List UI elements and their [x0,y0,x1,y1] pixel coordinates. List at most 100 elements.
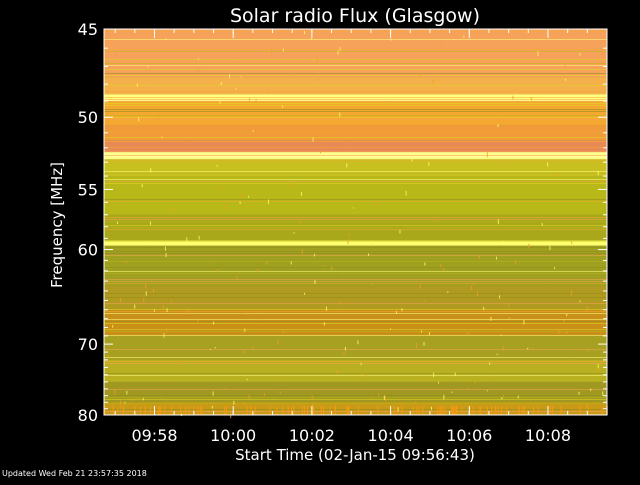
flux-speckle [197,319,199,323]
flux-streak [180,406,182,415]
flux-striation [104,311,607,312]
flux-speckle [397,407,399,412]
flux-speckle [359,161,361,163]
flux-speckle [216,165,218,167]
flux-speckle [310,37,312,40]
flux-streak [313,406,315,415]
flux-speckle [383,395,385,400]
flux-speckle [483,306,485,311]
flux-striation [104,361,607,362]
flux-streak [537,406,539,415]
flux-speckle [500,334,502,336]
flux-speckle [378,393,380,397]
flux-striation [104,117,607,118]
flux-streak [134,406,136,415]
flux-speckle [314,253,316,257]
plot-frame [103,28,608,416]
flux-speckle [384,396,386,402]
flux-speckle [591,180,593,183]
flux-band [104,335,607,360]
flux-speckle [570,290,572,296]
flux-speckle [597,170,599,176]
flux-speckle [163,333,165,338]
flux-speckle [263,319,265,321]
flux-speckle [186,237,188,242]
flux-speckle [486,152,488,158]
flux-speckle [219,99,221,104]
flux-striation [104,409,607,410]
flux-striation [104,115,607,116]
flux-speckle [267,199,269,205]
flux-striation [104,403,607,404]
flux-speckle [122,152,124,158]
flux-speckle [405,190,407,196]
flux-speckle [497,219,499,225]
flux-streak [451,406,453,415]
y-tick-label: 80 [78,406,98,425]
flux-streak [250,406,252,415]
flux-striation [104,323,607,324]
flux-streak [171,406,173,415]
flux-speckle [549,282,551,284]
flux-streak [456,406,458,415]
flux-speckle [126,390,128,395]
flux-speckle [555,173,557,177]
flux-streak [104,406,106,415]
flux-speckle [236,275,238,279]
flux-speckle [415,401,417,404]
flux-texture [104,31,607,412]
flux-striation [104,181,607,182]
flux-speckle [467,387,469,389]
flux-streak [422,406,424,415]
flux-speckle [428,162,430,166]
flux-streak [322,406,324,415]
flux-striation [104,251,607,252]
flux-streak [494,406,496,415]
flux-striation [104,255,607,256]
flux-streak [150,406,152,415]
flux-striation [104,183,607,184]
flux-speckle [590,388,592,391]
flux-speckle [546,37,548,40]
flux-speckle [117,204,119,208]
flux-speckle [291,73,293,75]
flux-speckle [149,221,151,226]
flux-speckle [248,394,250,399]
flux-speckle [339,47,341,51]
y-tick-label: 45 [78,20,98,39]
flux-speckle [554,266,556,269]
flux-streak [455,406,457,415]
flux-streak [197,406,199,415]
flux-speckle [125,260,127,264]
flux-striation [104,379,607,380]
flux-speckle [236,122,238,124]
flux-speckle [563,320,565,323]
flux-speckle [586,306,588,312]
flux-speckle [249,98,251,101]
flux-band [104,101,607,126]
flux-speckle [342,273,344,275]
flux-speckle [517,395,519,399]
flux-speckle [240,76,242,78]
flux-speckle [198,235,200,240]
flux-speckle [365,374,367,378]
flux-striation [104,31,607,32]
flux-speckle [107,354,109,358]
flux-speckle [229,74,231,79]
flux-speckle [527,347,529,350]
flux-speckle [419,73,421,78]
flux-speckle [579,300,581,303]
flux-striation [104,47,607,48]
flux-speckle [282,48,284,52]
flux-streak [587,406,589,415]
flux-striation [104,411,607,412]
flux-speckle [495,114,497,116]
flux-striation [104,119,607,120]
flux-speckle [347,239,349,245]
flux-striation [104,141,607,142]
flux-speckle [282,105,284,108]
flux-striation [104,389,607,390]
flux-speckle [497,363,499,366]
flux-speckle [233,400,235,405]
flux-speckle [220,81,222,86]
